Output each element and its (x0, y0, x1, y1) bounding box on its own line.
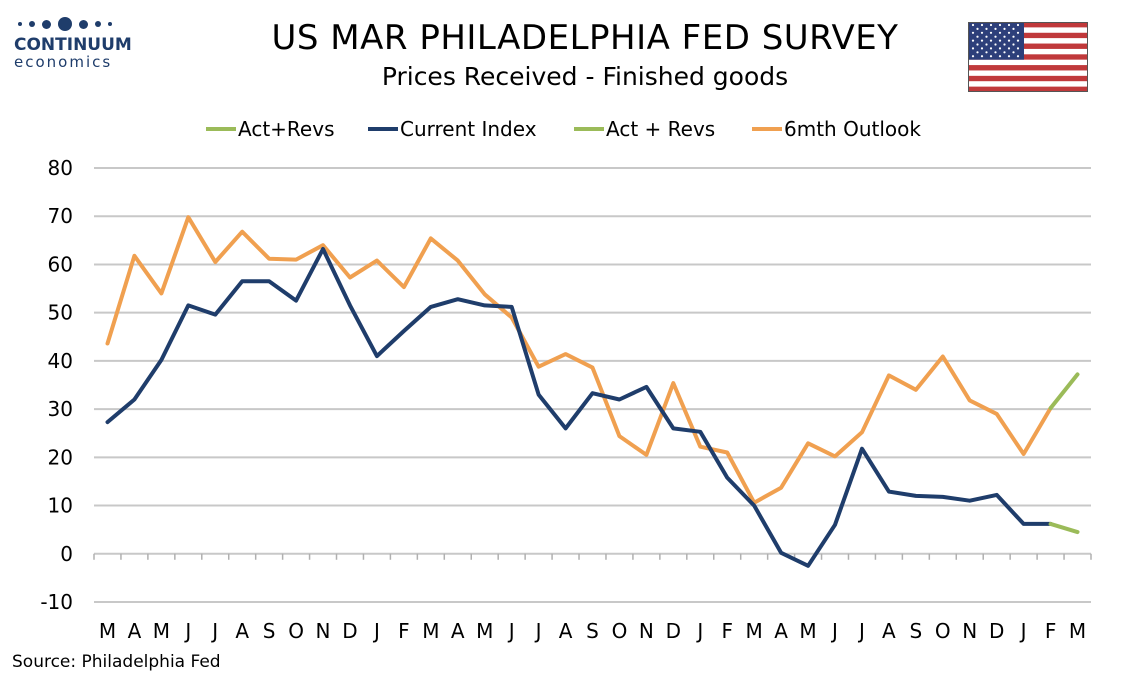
x-tick-label: S (263, 619, 276, 643)
x-tick-label: N (962, 619, 977, 643)
x-tick-label: M (476, 619, 493, 643)
y-tick-label: 40 (48, 349, 73, 373)
y-tick-label: 50 (48, 301, 73, 325)
legend-item-current-index: Current Index (368, 117, 537, 141)
x-tick-label: N (639, 619, 654, 643)
y-tick-label: 70 (48, 204, 73, 228)
legend-label: Act+Revs (238, 117, 335, 141)
x-tick-label: A (128, 619, 142, 643)
x-tick-label: S (586, 619, 599, 643)
x-tick-label: J (507, 619, 515, 643)
chart-title: US MAR PHILADELPHIA FED SURVEY (271, 18, 899, 58)
x-tick-label: M (153, 619, 170, 643)
x-tick-label: N (316, 619, 331, 643)
x-tick-label: D (666, 619, 681, 643)
y-tick-label: 0 (60, 542, 73, 566)
logo-sub: economics (14, 53, 113, 71)
x-tick-label: M (746, 619, 763, 643)
legend-label: 6mth Outlook (784, 117, 921, 141)
legend-label: Current Index (400, 117, 537, 141)
x-tick-label: J (1019, 619, 1027, 643)
x-tick-label: F (398, 619, 410, 643)
legend-swatch (206, 127, 236, 131)
us-flag-icon (968, 22, 1088, 92)
series-line-current-index (105, 247, 1053, 568)
logo: CONTINUUM economics (14, 14, 134, 71)
x-tick-label: J (183, 619, 191, 643)
x-tick-label: M (99, 619, 116, 643)
legend-swatch (574, 127, 604, 131)
legend: Act+Revs Current Index Act + Revs 6mth O… (0, 117, 1134, 147)
x-tick-label: D (342, 619, 357, 643)
legend-item-6mth-outlook: 6mth Outlook (752, 117, 921, 141)
y-tick-label: 60 (48, 252, 73, 276)
legend-item-act-revs: Act+Revs (206, 117, 334, 141)
x-tick-label: A (559, 619, 573, 643)
y-tick-label: 80 (48, 156, 73, 180)
y-tick-label: 30 (48, 397, 73, 421)
x-tick-label: A (774, 619, 788, 643)
x-tick-label: D (989, 619, 1004, 643)
x-tick-label: S (909, 619, 922, 643)
y-tick-label: 20 (48, 445, 73, 469)
logo-name: CONTINUUM (14, 35, 132, 55)
x-tick-label: O (935, 619, 951, 643)
x-tick-label: A (235, 619, 249, 643)
legend-swatch (368, 127, 398, 131)
x-tick-label: J (210, 619, 218, 643)
logo-dots (18, 14, 134, 34)
series-line-act-revs (1048, 521, 1080, 535)
x-tick-label: O (288, 619, 304, 643)
x-tick-label: F (1045, 619, 1057, 643)
source-note: Source: Philadelphia Fed (12, 652, 221, 672)
chart-subtitle: Prices Received - Finished goods (381, 62, 789, 91)
x-tick-label: M (1069, 619, 1086, 643)
series-line-6mth-outlook (105, 215, 1053, 505)
y-tick-label: 10 (48, 494, 73, 518)
x-tick-label: A (451, 619, 465, 643)
x-tick-label: A (882, 619, 896, 643)
x-tick-label: J (857, 619, 865, 643)
x-tick-label: J (534, 619, 542, 643)
legend-item-act-revs-2: Act + Revs (574, 117, 715, 141)
legend-label: Act + Revs (606, 117, 716, 141)
x-tick-label: M (422, 619, 439, 643)
x-tick-label: O (612, 619, 628, 643)
x-tick-label: F (721, 619, 733, 643)
y-tick-label: -10 (40, 590, 73, 614)
x-tick-label: J (695, 619, 703, 643)
x-tick-label: M (799, 619, 816, 643)
x-tick-label: J (372, 619, 380, 643)
x-tick-label: J (830, 619, 838, 643)
legend-swatch (752, 127, 782, 131)
series-line-act-revs (1048, 372, 1080, 411)
